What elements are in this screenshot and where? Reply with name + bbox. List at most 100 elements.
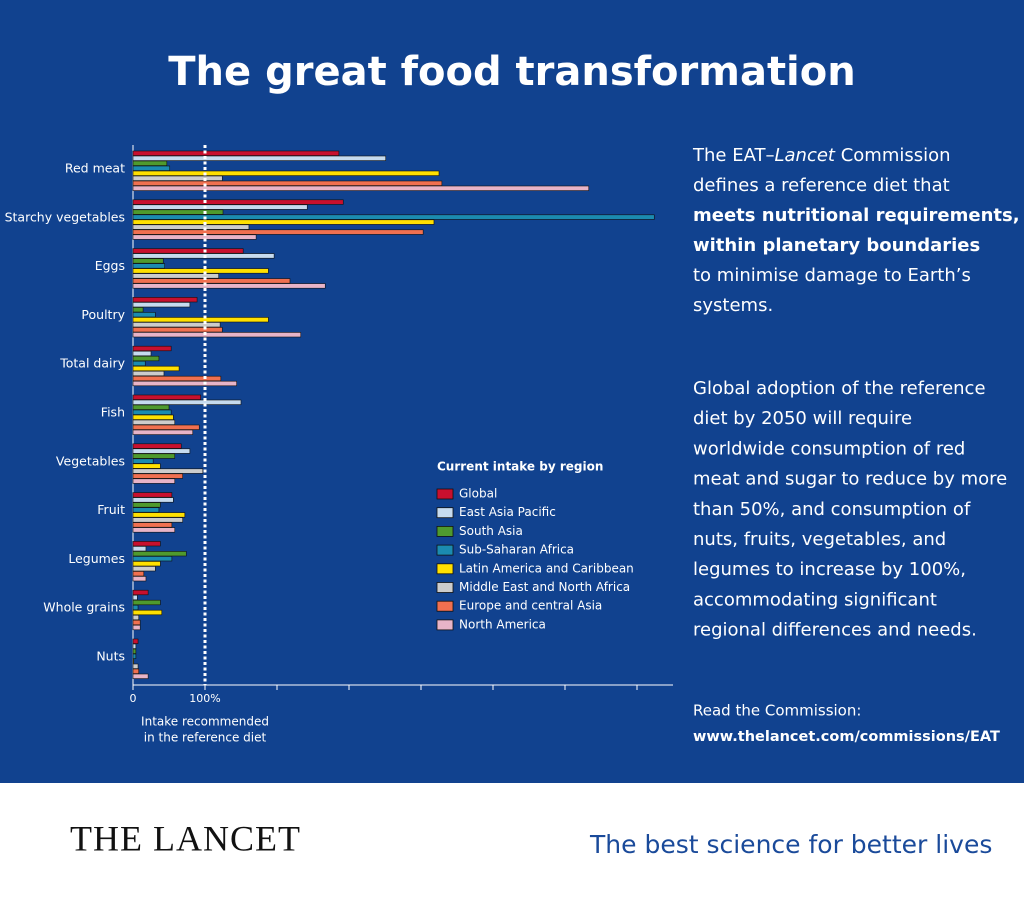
bar [132,365,180,372]
panel-text: meets nutritional requirements, [693,205,1020,226]
category-label: Poultry [81,307,125,322]
bar [132,517,183,523]
bar [132,561,161,567]
bar [132,380,237,387]
bar [132,297,198,303]
bar [132,394,201,400]
bar [132,370,165,377]
legend-label: Europe and central Asia [459,599,602,613]
legend-swatch [436,563,454,575]
bar [132,224,250,230]
category-label: Fruit [97,502,125,517]
bar [132,327,223,333]
bar [132,273,219,279]
bar [132,345,172,352]
bar [132,229,424,235]
bar [132,219,435,225]
bar [132,463,161,469]
bar [132,234,257,240]
bar [132,566,156,572]
bar [132,424,200,430]
bar [132,317,269,323]
category-label: Legumes [68,551,125,566]
bar [132,360,146,367]
link: www.thelancet.com/commissions/EAT [693,729,1000,745]
bar [132,204,308,210]
chart-title: The great food transformation [168,49,855,95]
bar [132,653,137,659]
legend-swatch [436,619,454,631]
category-label: Total dairy [59,356,125,371]
bar [132,263,165,269]
bar [132,551,187,557]
bar [132,638,139,644]
bar [132,302,191,308]
x-tick-label: 100% [189,692,220,705]
panel-text: The EAT– [692,145,774,166]
bar [132,668,140,674]
panel-text: systems. [693,295,773,316]
panel-line: defines a reference diet that [693,175,950,196]
bar [132,604,139,611]
bar [132,375,222,382]
bar [132,448,191,454]
bar [132,165,171,171]
brand: THE LANCET [70,818,301,858]
bar [132,643,137,649]
panel-line: accommodating significant [693,589,937,610]
bar [132,258,164,264]
bar [132,180,443,186]
bar [132,589,149,596]
bar [132,512,186,518]
legend-swatch [436,526,454,537]
panel-line: than 50%, and consumption of [693,499,971,520]
bar [132,283,326,289]
bar [132,322,221,328]
legend-label: Middle East and North Africa [459,580,630,594]
panel-line: Global adoption of the reference [693,378,986,399]
bar [132,307,144,313]
bar [132,546,147,552]
bar [132,468,204,474]
legend-swatch [436,600,454,612]
panel-line: worldwide consumption of red [693,438,965,459]
bar [132,458,154,464]
bar [132,355,160,362]
legend-label: South Asia [459,524,523,538]
bar [132,214,655,220]
bar [132,429,194,435]
bar [132,155,387,161]
panel-text: Commission [835,145,951,166]
bar [132,624,141,631]
bar [132,541,161,547]
background [0,0,1024,783]
bar [132,332,302,338]
bar [132,248,244,254]
category-label: Starchy vegetables [5,209,125,224]
bar [132,648,137,654]
panel-line: The EAT–Lancet Commission [692,145,951,166]
bar [132,497,174,503]
reference-label: Intake recommended [141,715,269,729]
bar [132,599,161,606]
bar [132,673,149,679]
bar [132,419,176,425]
panel-line: within planetary boundaries [693,235,980,256]
bar [132,150,340,156]
bar [132,209,224,215]
legend-swatch [436,507,454,519]
bar [132,527,176,533]
read-label: Read the Commission: [693,702,861,720]
category-label: Whole grains [43,600,125,615]
category-label: Vegetables [56,453,125,468]
bar [132,350,152,357]
bar [132,170,440,176]
bar [132,507,160,513]
x-tick-label: 0 [130,692,137,705]
bar [132,658,135,664]
bar [132,409,172,415]
bar [132,571,145,577]
panel-text: defines a reference diet that [693,175,950,196]
